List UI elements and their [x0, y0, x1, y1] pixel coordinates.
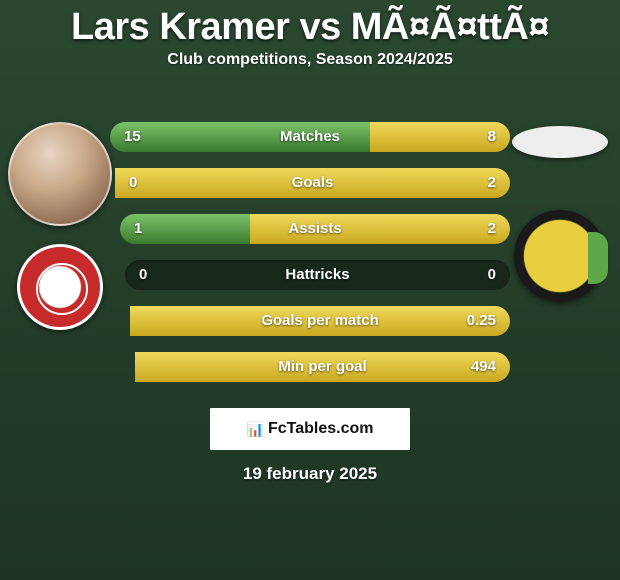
stat-row: 0.25Goals per match — [130, 306, 510, 336]
stat-label: Goals per match — [130, 306, 510, 336]
right-player-avatar — [512, 126, 608, 158]
stat-label: Hattricks — [125, 260, 510, 290]
branding-icon: 📊 — [247, 421, 262, 438]
left-player-avatar — [8, 122, 112, 226]
stat-row: 02Goals — [115, 168, 510, 198]
stat-row: 00Hattricks — [125, 260, 510, 290]
date-label: 19 february 2025 — [0, 464, 620, 484]
stat-label: Assists — [120, 214, 510, 244]
right-player-column — [508, 122, 612, 302]
page-title: Lars Kramer vs MÃ¤Ã¤ttÃ¤ — [0, 0, 620, 49]
branding-badge: 📊 FcTables.com — [210, 408, 410, 450]
page-subtitle: Club competitions, Season 2024/2025 — [0, 51, 620, 69]
stat-row: 158Matches — [110, 122, 510, 152]
stat-label: Goals — [115, 168, 510, 198]
stat-label: Matches — [110, 122, 510, 152]
stat-label: Min per goal — [135, 352, 510, 382]
right-club-badge — [514, 210, 606, 302]
left-club-badge — [17, 244, 103, 330]
stats-table: 158Matches 02Goals 12Assists 00Hattricks 0.2… — [110, 122, 510, 398]
stat-row: 12Assists — [120, 214, 510, 244]
branding-text: FcTables.com — [268, 420, 374, 438]
left-player-column — [8, 122, 112, 330]
stat-row: 494Min per goal — [135, 352, 510, 382]
